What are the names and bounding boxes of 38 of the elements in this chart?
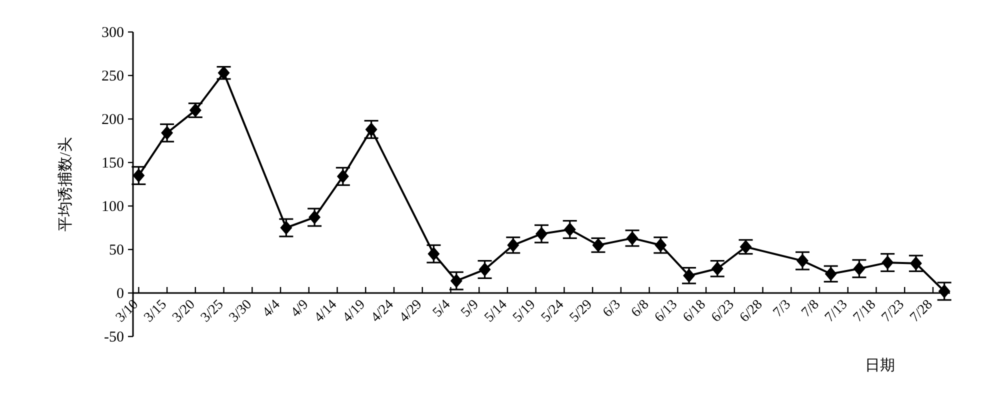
y-tick-label: 300	[102, 25, 124, 41]
x-tick-label: 3/20	[170, 297, 198, 326]
x-tick-label: 6/18	[680, 297, 709, 326]
x-tick-label: 5/24	[538, 297, 568, 326]
x-tick-label: 3/25	[198, 297, 227, 326]
x-tick-label: 4/24	[368, 297, 397, 326]
x-tick-label: 6/3	[600, 297, 624, 320]
x-tick-label: 4/14	[312, 297, 340, 326]
y-tick-label: 250	[102, 68, 124, 84]
x-tick-label: 3/15	[142, 297, 170, 326]
x-tick-label: 7/23	[879, 297, 908, 326]
x-axis-title: 日期	[865, 357, 895, 374]
x-tick-label: 4/9	[288, 297, 312, 320]
y-tick-label: -50	[104, 330, 124, 346]
x-tick-label: 6/23	[709, 297, 738, 326]
x-tick-label: 7/3	[770, 297, 794, 320]
y-axis-title: 平均诱捕数/头	[57, 137, 74, 232]
x-tick-label: 5/9	[458, 297, 482, 320]
y-tick-label: 100	[102, 199, 124, 215]
x-tick-label: 4/4	[260, 297, 284, 320]
x-tick-label: 5/29	[567, 297, 596, 326]
y-tick-label: 150	[102, 156, 124, 172]
x-tick-label: 7/28	[908, 297, 936, 326]
x-tick-label: 4/19	[340, 297, 368, 326]
x-tick-label: 5/14	[482, 297, 510, 326]
x-tick-label: 3/30	[226, 297, 255, 326]
x-tick-label: 5/4	[430, 297, 454, 320]
y-tick-label: 200	[102, 112, 124, 128]
x-tick-label: 7/13	[822, 297, 851, 326]
x-tick-label: 6/13	[652, 297, 680, 326]
x-tick-label: 6/8	[628, 297, 652, 320]
y-tick-label: 50	[109, 242, 124, 258]
x-tick-label: 4/29	[396, 297, 426, 326]
x-tick-label: 5/19	[510, 297, 539, 326]
x-tick-label: 7/8	[799, 297, 822, 320]
point	[132, 168, 145, 183]
x-tick-label: 7/18	[850, 297, 880, 326]
x-tick-label: 6/28	[737, 297, 766, 326]
